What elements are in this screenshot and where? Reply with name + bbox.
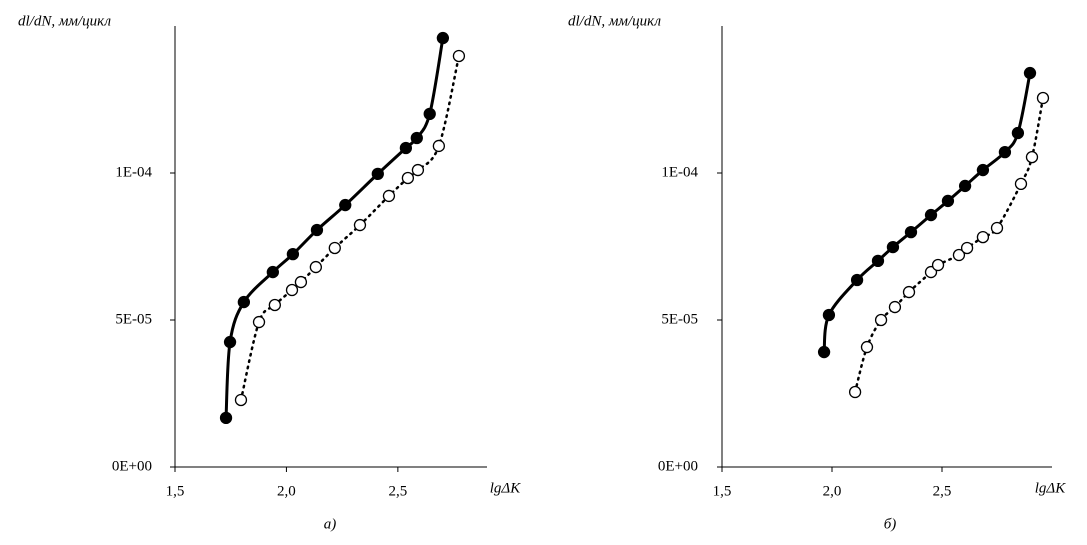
data-point	[902, 285, 916, 299]
y-tick-label: 5E-05	[115, 311, 152, 327]
data-point	[990, 221, 1004, 235]
y-axis-title: dl/dN, мм/цикл	[18, 13, 111, 29]
data-point	[401, 171, 415, 185]
data-point	[410, 131, 423, 145]
data-point	[328, 241, 341, 255]
data-point	[952, 248, 966, 262]
data-point	[382, 189, 396, 203]
data-point	[399, 141, 413, 155]
data-point	[976, 230, 990, 244]
data-point	[998, 145, 1012, 159]
data-point	[286, 247, 300, 261]
y-tick-label: 1E-04	[661, 164, 698, 180]
y-tick-label: 1E-04	[115, 164, 152, 180]
data-point	[452, 49, 466, 63]
data-point	[1011, 126, 1025, 140]
x-axis-title: lgΔK	[490, 480, 521, 496]
data-point	[888, 300, 902, 314]
data-point	[850, 273, 864, 287]
x-axis-title: lgΔK	[1035, 480, 1066, 496]
data-point	[1023, 66, 1037, 80]
x-tick-label: 1,5	[166, 483, 185, 499]
data-point	[266, 265, 279, 279]
data-point	[871, 254, 885, 268]
series-line	[239, 54, 461, 402]
data-point	[310, 223, 324, 237]
data-point	[822, 308, 836, 322]
data-point	[234, 393, 248, 407]
data-point	[309, 260, 322, 274]
data-point	[252, 315, 266, 329]
y-axis-title: dl/dN, мм/цикл	[568, 13, 661, 29]
data-point	[219, 411, 233, 425]
y-tick-label: 0E+00	[658, 458, 698, 474]
caption: а)	[324, 516, 337, 532]
data-point	[423, 107, 436, 121]
data-point	[432, 139, 446, 153]
caption: б)	[884, 516, 897, 532]
data-point	[848, 385, 862, 399]
y-tick-label: 0E+00	[112, 458, 152, 474]
data-point	[1025, 150, 1039, 164]
data-point	[976, 163, 990, 177]
data-point	[817, 345, 831, 359]
series-line	[224, 36, 445, 420]
x-tick-label: 2,5	[388, 483, 407, 499]
x-tick-label: 2,5	[933, 483, 952, 499]
data-point	[268, 298, 281, 312]
data-point	[294, 275, 308, 289]
data-point	[237, 295, 251, 309]
data-point	[924, 208, 938, 222]
data-point	[960, 241, 974, 255]
data-point	[339, 198, 352, 212]
y-tick-label: 5E-05	[661, 311, 698, 327]
data-point	[436, 31, 450, 45]
data-point	[285, 283, 299, 297]
data-point	[958, 179, 972, 193]
data-point	[353, 218, 367, 232]
data-point	[874, 313, 888, 327]
x-tick-label: 2,0	[277, 483, 296, 499]
x-tick-label: 2,0	[823, 483, 842, 499]
data-point	[1014, 177, 1028, 191]
data-point	[941, 194, 955, 208]
data-point	[931, 258, 945, 272]
data-point	[223, 335, 237, 349]
data-point	[860, 340, 874, 354]
data-point	[904, 225, 918, 239]
x-tick-label: 1,5	[713, 483, 732, 499]
data-point	[371, 167, 384, 181]
data-point	[411, 163, 425, 177]
data-point	[1036, 91, 1050, 105]
data-point	[886, 240, 900, 254]
